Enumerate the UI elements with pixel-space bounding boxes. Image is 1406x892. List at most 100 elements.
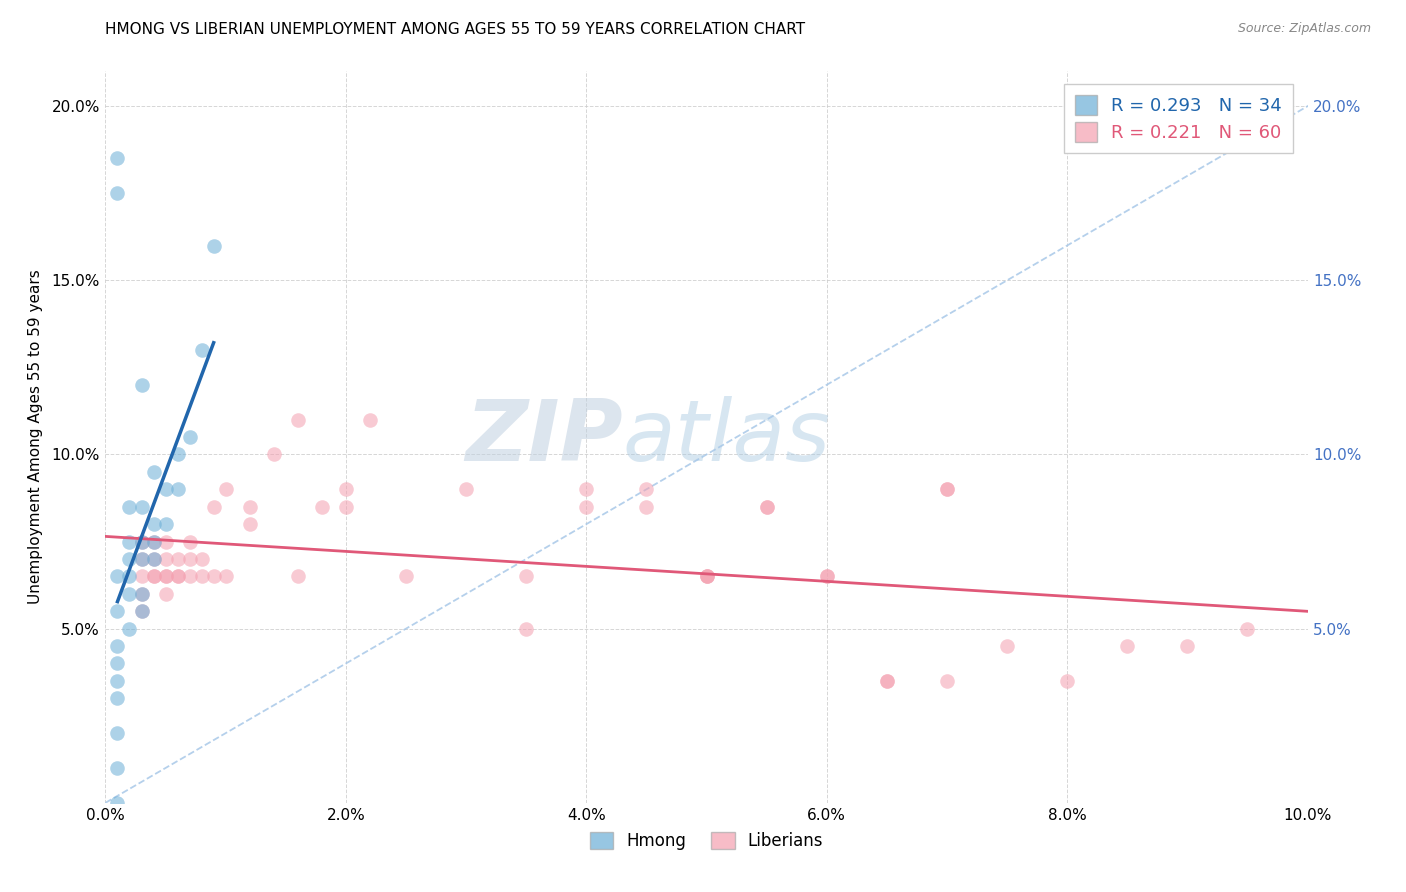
Point <box>936 673 959 688</box>
Point <box>755 500 778 514</box>
Point <box>118 622 141 636</box>
Point <box>515 622 537 636</box>
Y-axis label: Unemployment Among Ages 55 to 59 years: Unemployment Among Ages 55 to 59 years <box>28 269 44 605</box>
Point <box>166 569 188 583</box>
Point <box>239 500 262 514</box>
Point <box>107 152 129 166</box>
Point <box>190 552 212 566</box>
Point <box>155 587 177 601</box>
Point <box>755 500 778 514</box>
Point <box>166 552 188 566</box>
Point <box>1116 639 1139 653</box>
Point <box>287 412 309 426</box>
Text: HMONG VS LIBERIAN UNEMPLOYMENT AMONG AGES 55 TO 59 YEARS CORRELATION CHART: HMONG VS LIBERIAN UNEMPLOYMENT AMONG AGE… <box>105 22 806 37</box>
Point <box>142 569 165 583</box>
Point <box>142 517 165 532</box>
Point <box>107 569 129 583</box>
Point <box>179 534 201 549</box>
Point <box>263 448 285 462</box>
Point <box>107 673 129 688</box>
Point <box>107 186 129 201</box>
Point <box>107 657 129 671</box>
Point <box>936 483 959 497</box>
Point <box>359 412 381 426</box>
Point <box>876 673 898 688</box>
Point <box>936 483 959 497</box>
Point <box>131 569 153 583</box>
Point <box>131 587 153 601</box>
Text: atlas: atlas <box>623 395 831 479</box>
Point <box>214 483 236 497</box>
Point <box>202 569 225 583</box>
Point <box>142 534 165 549</box>
Point <box>131 534 153 549</box>
Point <box>214 569 236 583</box>
Point <box>202 238 225 252</box>
Point <box>131 604 153 618</box>
Point <box>202 500 225 514</box>
Point <box>166 448 188 462</box>
Point <box>118 569 141 583</box>
Point <box>155 534 177 549</box>
Point <box>815 569 838 583</box>
Point <box>131 377 153 392</box>
Point <box>575 500 598 514</box>
Point <box>118 534 141 549</box>
Point <box>107 639 129 653</box>
Point <box>107 691 129 706</box>
Point <box>131 552 153 566</box>
Point <box>335 500 357 514</box>
Point <box>696 569 718 583</box>
Point <box>155 483 177 497</box>
Point <box>636 500 658 514</box>
Point <box>155 569 177 583</box>
Point <box>636 483 658 497</box>
Point <box>311 500 333 514</box>
Point <box>118 587 141 601</box>
Point <box>155 517 177 532</box>
Point <box>155 552 177 566</box>
Point <box>287 569 309 583</box>
Point <box>131 534 153 549</box>
Point <box>142 465 165 479</box>
Point <box>179 552 201 566</box>
Point <box>142 569 165 583</box>
Point <box>166 569 188 583</box>
Point <box>815 569 838 583</box>
Point <box>190 569 212 583</box>
Point <box>118 500 141 514</box>
Point <box>995 639 1018 653</box>
Point <box>1056 673 1078 688</box>
Point <box>335 483 357 497</box>
Point <box>876 673 898 688</box>
Point <box>395 569 418 583</box>
Point <box>575 483 598 497</box>
Point <box>696 569 718 583</box>
Point <box>131 587 153 601</box>
Point <box>179 569 201 583</box>
Text: Source: ZipAtlas.com: Source: ZipAtlas.com <box>1237 22 1371 36</box>
Legend: Hmong, Liberians: Hmong, Liberians <box>583 825 830 856</box>
Point <box>1236 622 1258 636</box>
Point <box>107 726 129 740</box>
Point <box>107 796 129 810</box>
Point <box>179 430 201 444</box>
Point <box>118 552 141 566</box>
Point <box>142 552 165 566</box>
Point <box>239 517 262 532</box>
Point <box>107 761 129 775</box>
Point <box>131 500 153 514</box>
Point <box>696 569 718 583</box>
Point <box>454 483 477 497</box>
Point <box>131 552 153 566</box>
Point <box>166 483 188 497</box>
Point <box>142 552 165 566</box>
Point <box>107 604 129 618</box>
Point <box>131 604 153 618</box>
Point <box>1175 639 1198 653</box>
Text: ZIP: ZIP <box>465 395 623 479</box>
Point <box>515 569 537 583</box>
Point <box>190 343 212 357</box>
Point <box>142 534 165 549</box>
Point <box>155 569 177 583</box>
